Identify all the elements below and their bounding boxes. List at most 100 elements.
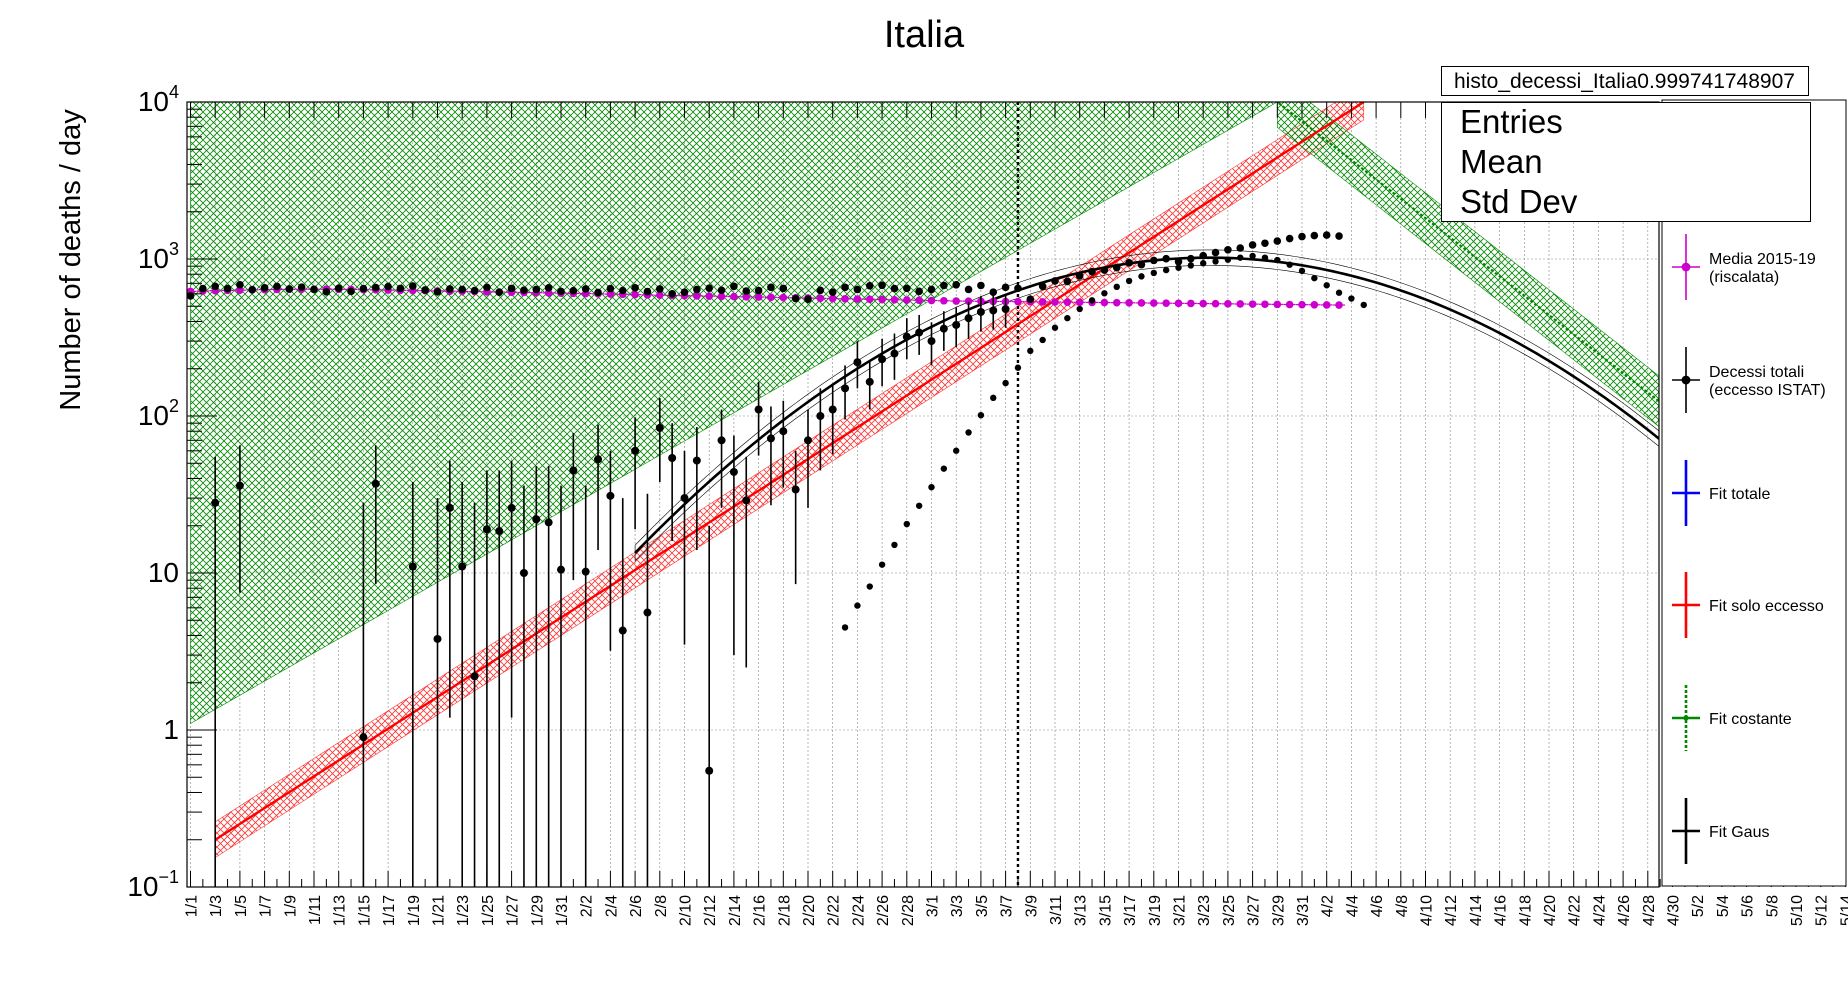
decessi-totali-point xyxy=(754,286,763,295)
media-2015-19-point xyxy=(1248,300,1257,308)
media-2015-19-point xyxy=(1112,298,1121,307)
media-2015-19-point xyxy=(1211,299,1220,308)
decessi-totali-point xyxy=(964,285,973,294)
x-tick-label: 3/27 xyxy=(1246,895,1263,926)
x-tick-label: 1/25 xyxy=(480,895,497,926)
decessi-point xyxy=(915,502,923,509)
decessi-totali-point xyxy=(989,288,998,296)
stats-entries-label: Entries xyxy=(1460,103,1563,140)
y-tick-label: 104 xyxy=(138,82,179,117)
media-2015-19-point xyxy=(890,295,899,304)
decessi-point xyxy=(1101,290,1108,297)
media-2015-19-point xyxy=(1310,300,1319,309)
excess-point xyxy=(643,608,652,617)
decessi-totali-point xyxy=(903,284,911,293)
decessi-totali-point xyxy=(791,294,800,303)
decessi-point xyxy=(928,483,935,491)
x-tick-label: 4/10 xyxy=(1419,895,1436,926)
decessi-point xyxy=(1076,305,1083,313)
decessi-totali-point xyxy=(853,285,862,294)
decessi-point xyxy=(940,465,948,472)
decessi-point xyxy=(1175,264,1182,271)
decessi-totali-point xyxy=(347,287,355,296)
decessi-totali-point xyxy=(890,284,899,293)
media-2015-19-point xyxy=(705,292,713,300)
media-2015-19-point xyxy=(779,293,788,302)
decessi-totali-point xyxy=(1298,232,1306,241)
x-tick-label: 1/19 xyxy=(406,895,423,926)
excess-point xyxy=(853,358,862,367)
x-tick-label: 3/5 xyxy=(974,895,991,917)
decessi-point xyxy=(1027,347,1034,355)
x-tick-label: 3/7 xyxy=(999,895,1016,917)
decessi-totali-point xyxy=(310,285,318,294)
excess-point xyxy=(544,518,553,527)
legend-label: Fit totale xyxy=(1709,486,1770,503)
x-tick-label: 3/17 xyxy=(1122,895,1139,926)
decessi-point xyxy=(1064,314,1071,322)
media-2015-19-point xyxy=(865,295,874,304)
media-2015-19-point xyxy=(236,286,244,294)
x-tick-label: 2/6 xyxy=(628,895,645,917)
media-2015-19-point xyxy=(1236,300,1245,308)
excess-point xyxy=(816,412,825,420)
excess-point xyxy=(865,377,874,386)
decessi-totali-point xyxy=(1310,231,1319,240)
decessi-totali-point xyxy=(1211,248,1220,257)
excess-point xyxy=(766,434,775,443)
decessi-point xyxy=(1125,277,1133,285)
decessi-point xyxy=(891,541,898,549)
decessi-totali-point xyxy=(1162,254,1170,263)
x-tick-label: 3/9 xyxy=(1023,895,1040,917)
legend-label: Fit solo eccesso xyxy=(1709,598,1824,615)
decessi-point xyxy=(977,411,985,419)
decessi-point xyxy=(1237,254,1244,261)
x-tick-label: 1/17 xyxy=(381,895,398,926)
x-tick-label: 5/12 xyxy=(1814,895,1831,926)
decessi-point xyxy=(878,561,886,568)
media-2015-19-point xyxy=(903,296,911,304)
decessi-point xyxy=(1298,267,1306,275)
decessi-totali-point xyxy=(841,283,849,292)
x-tick-label: 2/10 xyxy=(678,895,695,926)
decessi-totali-point xyxy=(1174,257,1183,266)
decessi-totali-point xyxy=(1150,256,1158,265)
decessi-totali-point xyxy=(297,283,306,291)
fit-costante-band-late xyxy=(1277,102,1659,428)
x-tick-label: 5/8 xyxy=(1764,895,1781,917)
excess-point xyxy=(754,405,763,414)
decessi-point xyxy=(903,520,910,528)
decessi-totali-point xyxy=(236,280,244,289)
decessi-point xyxy=(841,624,849,631)
media-2015-19-point xyxy=(1125,299,1133,307)
axes: 1/1 1/3 1/5 1/7 1/9 1/11 1/13 1/15 1/17 1/19 1/21 1… xyxy=(127,82,1848,926)
x-tick-label: 2/4 xyxy=(603,895,620,917)
decessi-totali-point xyxy=(1014,284,1022,293)
excess-point xyxy=(742,496,751,505)
media-2015-19-point xyxy=(1285,300,1294,309)
decessi-totali-point xyxy=(1187,254,1195,263)
x-tick-label: 5/6 xyxy=(1740,895,1757,917)
excess-point xyxy=(569,466,578,475)
x-tick-label: 1/7 xyxy=(258,895,275,917)
x-tick-label: 2/24 xyxy=(850,895,867,926)
excess-point xyxy=(408,562,417,571)
decessi-totali-point xyxy=(1088,267,1096,276)
decessi-totali-point xyxy=(285,285,294,293)
decessi-totali-point xyxy=(705,284,713,292)
decessi-totali-point xyxy=(569,286,578,295)
decessi-point xyxy=(1249,252,1256,260)
decessi-totali-point xyxy=(742,287,751,295)
decessi-totali-point xyxy=(1224,245,1232,254)
x-tick-label: 2/14 xyxy=(727,895,744,926)
media-2015-19-point xyxy=(853,295,862,303)
x-tick-label: 3/23 xyxy=(1196,895,1213,926)
excess-point xyxy=(804,436,812,445)
decessi-point xyxy=(1212,258,1219,265)
excess-point xyxy=(482,525,491,534)
y-tick-label: 10 xyxy=(148,557,179,588)
decessi-point xyxy=(1323,282,1330,289)
legend-marker-point xyxy=(1681,375,1691,385)
decessi-totali-point xyxy=(1100,266,1109,274)
